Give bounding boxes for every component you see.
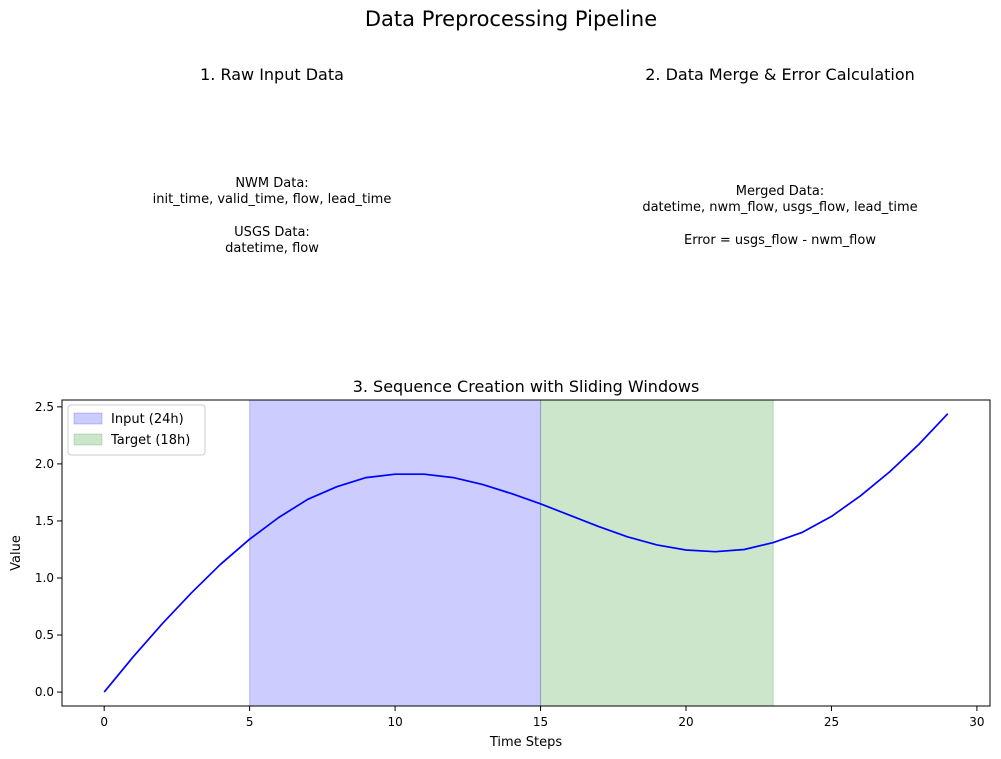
x-tick-label: 15 bbox=[533, 715, 548, 729]
x-tick-label: 0 bbox=[100, 715, 108, 729]
y-tick-label: 2.5 bbox=[35, 400, 54, 414]
legend-swatch bbox=[73, 433, 103, 446]
x-tick-label: 20 bbox=[678, 715, 693, 729]
y-tick-label: 2.0 bbox=[35, 457, 54, 471]
legend-box bbox=[67, 404, 206, 456]
panel-1-text: NWM Data: init_time, valid_time, flow, l… bbox=[153, 176, 392, 258]
panel-1-line: init_time, valid_time, flow, lead_time bbox=[152, 192, 392, 208]
chart-title: 3. Sequence Creation with Sliding Window… bbox=[353, 377, 700, 396]
x-tick-label: 10 bbox=[387, 715, 402, 729]
window-span bbox=[249, 399, 542, 707]
y-tick-label: 0.5 bbox=[35, 628, 54, 642]
y-axis-label: Value bbox=[9, 535, 24, 571]
panel-2-text: Merged Data: datetime, nwm_flow, usgs_fl… bbox=[642, 184, 917, 249]
y-tick-label: 0.0 bbox=[35, 685, 54, 699]
y-tick-label: 1.0 bbox=[35, 571, 54, 585]
x-tick-label: 30 bbox=[969, 715, 984, 729]
panel-2-line: Error = usgs_flow - nwm_flow bbox=[684, 232, 876, 248]
legend-label: Target (18h) bbox=[110, 433, 190, 448]
x-tick-label: 5 bbox=[246, 715, 254, 729]
series-line bbox=[103, 413, 949, 693]
panel-1-line: NWM Data: bbox=[235, 176, 309, 191]
plot-frame bbox=[61, 399, 991, 707]
y-tick-label: 1.5 bbox=[35, 514, 54, 528]
panel-1-title: 1. Raw Input Data bbox=[200, 65, 344, 84]
panel-2-line: Merged Data: bbox=[735, 184, 825, 199]
x-tick-label: 25 bbox=[824, 715, 839, 729]
panel-1-line: USGS Data: bbox=[234, 224, 310, 240]
window-span bbox=[540, 399, 774, 707]
panel-2-line: datetime, nwm_flow, usgs_flow, lead_time bbox=[642, 200, 918, 216]
panel-1-line: datetime, flow bbox=[225, 241, 319, 257]
x-axis-label: Time Steps bbox=[489, 735, 563, 750]
legend-label: Input (24h) bbox=[111, 412, 184, 427]
legend-swatch bbox=[73, 412, 103, 425]
panel-2-title: 2. Data Merge & Error Calculation bbox=[645, 65, 915, 84]
figure-title: Data Preprocessing Pipeline bbox=[364, 7, 658, 31]
